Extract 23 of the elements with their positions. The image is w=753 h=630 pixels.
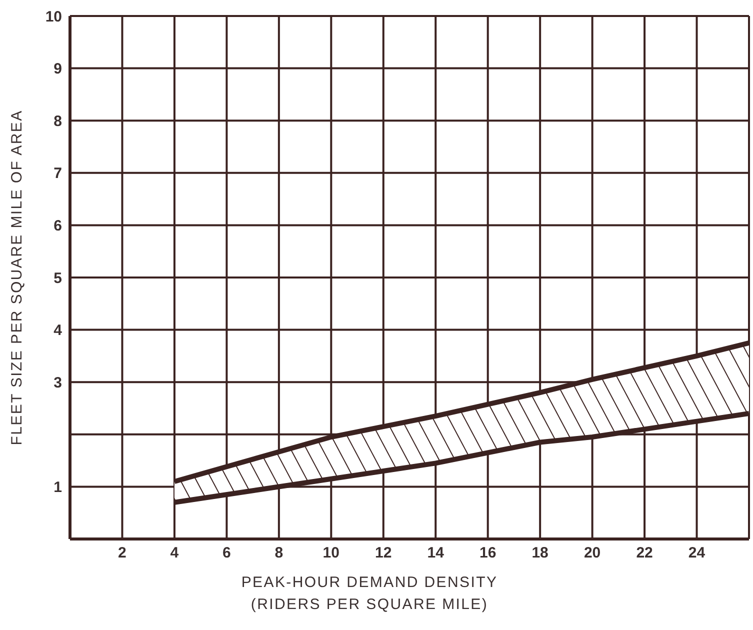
- x-tick-label: 24: [688, 544, 706, 562]
- x-tick-label: 16: [480, 544, 496, 562]
- x-tick-label: 14: [427, 544, 445, 562]
- y-tick-label: 10: [45, 8, 62, 26]
- x-tick-label: 22: [636, 544, 653, 562]
- x-axis-title: PEAK-HOUR DEMAND DENSITY (RIDERS PER SQUARE MILE): [241, 574, 498, 613]
- y-tick-label: 6: [54, 218, 62, 235]
- y-tick-label: 5: [54, 270, 62, 287]
- x-tick-label: 8: [274, 544, 284, 562]
- x-tick-label: 6: [222, 544, 231, 562]
- y-tick-label: 7: [54, 165, 62, 182]
- x-tick-label: 10: [322, 544, 340, 562]
- x-tick-label: 2: [118, 544, 126, 562]
- y-tick-label: 3: [54, 374, 62, 392]
- y-tick-label: 4: [54, 322, 63, 340]
- x-tick-label: 12: [375, 544, 392, 562]
- y-tick-label: 9: [54, 60, 62, 78]
- y-tick-label: 1: [54, 479, 62, 496]
- x-tick-label: 18: [532, 544, 548, 562]
- x-tick-label: 4: [170, 544, 180, 562]
- x-tick-label: 20: [584, 544, 601, 562]
- y-axis-title: FLEET SIZE PER SQUARE MILE OF AREA: [8, 110, 26, 446]
- y-tick-label: 8: [54, 112, 62, 130]
